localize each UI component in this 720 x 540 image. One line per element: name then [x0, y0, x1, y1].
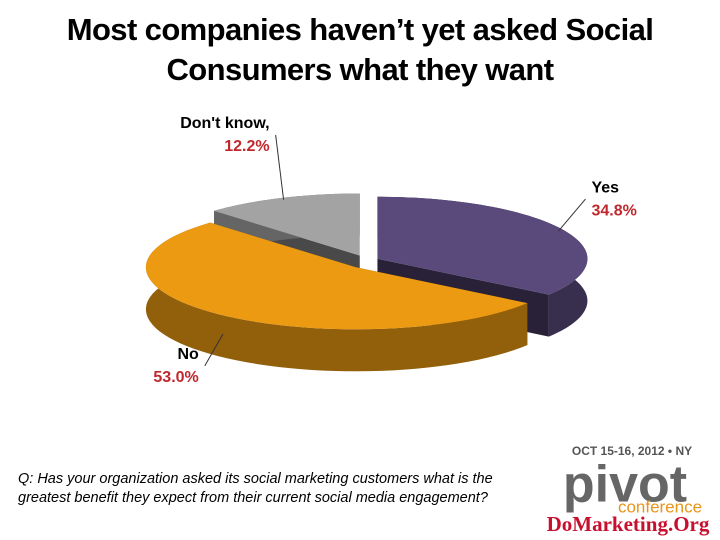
annotation: Q: Has your organization asked its socia… [18, 471, 493, 506]
logo-date: OCT 15-16, 2012 • NY [572, 444, 692, 458]
value-label: 34.8% [591, 202, 636, 219]
slice [377, 196, 588, 295]
slice-label: Yes [591, 179, 619, 196]
chart-title: Most companies haven’t yet asked Social … [66, 12, 654, 87]
leader-line [275, 134, 285, 200]
logo-site: DoMarketing.Org [547, 512, 710, 536]
value-label: 12.2% [224, 138, 269, 155]
slice-label: Don't know, [180, 115, 269, 132]
logo-name: pivot [563, 456, 687, 514]
slice [214, 193, 360, 256]
slice-side [145, 222, 528, 372]
value-label: 53.0% [153, 369, 198, 386]
leader-line [557, 198, 586, 232]
slice [145, 222, 528, 330]
logo-subtitle: conference [618, 497, 702, 516]
leader-line [204, 333, 224, 367]
slice-label: No [177, 346, 199, 363]
